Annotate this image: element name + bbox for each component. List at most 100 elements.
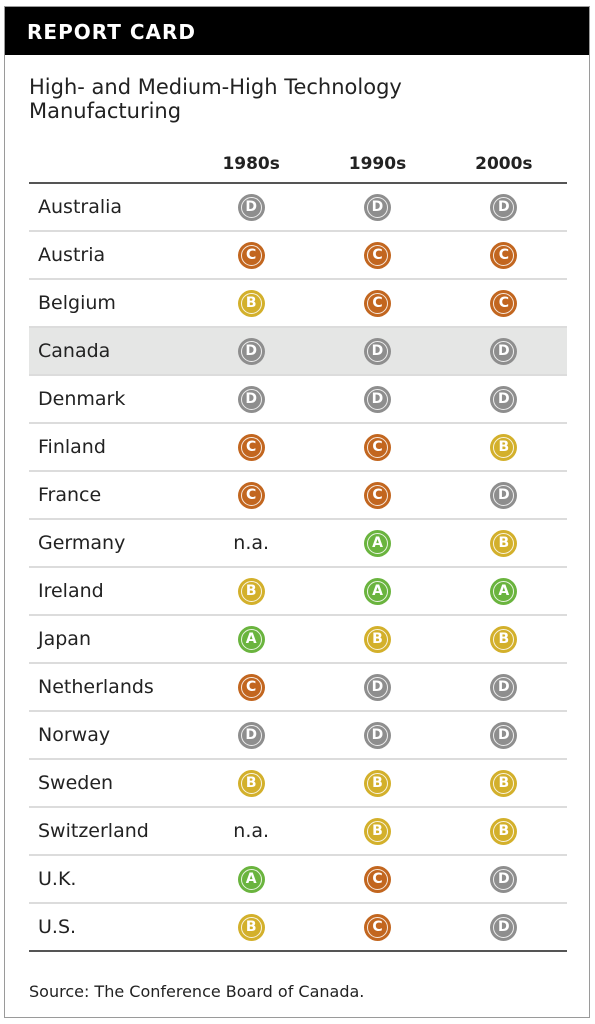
grade-badge-icon: B — [363, 625, 391, 653]
grade-badge-icon: D — [490, 193, 518, 221]
grade-letter: A — [245, 630, 257, 647]
country-name: Ireland — [29, 567, 188, 616]
grade-cell: B — [188, 759, 315, 808]
table-row: Norway D D D — [29, 711, 567, 760]
grade-cell: C — [440, 279, 567, 328]
grade-cell: B — [314, 759, 441, 808]
grade-cell: C — [188, 231, 315, 280]
grade-badge-icon: D — [363, 337, 391, 365]
grade-cell: C — [188, 663, 315, 712]
grade-cell: B — [440, 519, 567, 568]
table-row: Germany n.a. A B — [29, 519, 567, 568]
country-name: Finland — [29, 423, 188, 472]
grade-letter: B — [372, 630, 383, 647]
grade-badge-icon: B — [490, 625, 518, 653]
grade-badge-icon: B — [490, 817, 518, 845]
grade-cell: n.a. — [188, 807, 315, 856]
country-name: Norway — [29, 711, 188, 760]
grade-badge-icon: D — [490, 481, 518, 509]
grade-cell: C — [188, 423, 315, 472]
grade-cell: A — [314, 519, 441, 568]
column-header-2000s: 2000s — [440, 146, 567, 184]
country-name: Belgium — [29, 279, 188, 328]
report-title: High- and Medium-High Technology Manufac… — [29, 75, 402, 123]
table-row: Ireland B A A — [29, 567, 567, 616]
grade-badge-icon: B — [363, 769, 391, 797]
grade-badge-icon: A — [363, 577, 391, 605]
grade-letter: C — [498, 294, 509, 311]
grade-letter: B — [498, 774, 510, 791]
grade-letter: C — [246, 678, 257, 695]
country-name: Japan — [29, 615, 188, 664]
country-name: U.K. — [29, 855, 188, 904]
grade-badge-icon: B — [490, 529, 518, 557]
grade-letter: C — [372, 870, 383, 887]
grade-letter: D — [371, 726, 384, 743]
grade-cell: D — [440, 183, 567, 232]
grade-cell: B — [188, 567, 315, 616]
grade-cell: C — [188, 471, 315, 520]
grade-letter: D — [245, 726, 257, 743]
country-name: Netherlands — [29, 663, 188, 712]
grade-badge-icon: C — [237, 241, 265, 269]
grade-badge-icon: C — [490, 289, 518, 317]
grade-letter: B — [498, 534, 510, 551]
grade-badge-icon: D — [237, 721, 265, 749]
grade-cell: D — [188, 711, 315, 760]
grade-badge-icon: C — [237, 481, 265, 509]
grade-letter: B — [372, 822, 383, 839]
grade-cell: D — [314, 711, 441, 760]
grade-badge-icon: B — [237, 769, 265, 797]
grade-letter: D — [371, 198, 384, 215]
table-row: Japan A B B — [29, 615, 567, 664]
table-row: Austria C C C — [29, 231, 567, 280]
grade-badge-icon: C — [237, 433, 265, 461]
grade-badge-icon: B — [363, 817, 391, 845]
grade-cell: D — [314, 183, 441, 232]
grade-letter: D — [498, 198, 510, 215]
grade-badge-icon: D — [237, 337, 265, 365]
grade-cell: D — [440, 663, 567, 712]
grade-letter: C — [372, 918, 383, 935]
grade-letter: C — [246, 486, 257, 503]
grade-cell: C — [314, 279, 441, 328]
grade-letter: D — [245, 198, 257, 215]
grade-badge-icon: C — [363, 913, 391, 941]
table-row: Switzerland n.a. B B — [29, 807, 567, 856]
grade-cell: B — [440, 759, 567, 808]
grade-cell: C — [314, 903, 441, 952]
grade-letter: B — [245, 294, 257, 311]
grade-badge-icon: D — [490, 337, 518, 365]
grade-badge-icon: B — [490, 769, 518, 797]
grade-badge-icon: B — [237, 577, 265, 605]
grade-cell: D — [314, 327, 441, 376]
country-name: Australia — [29, 183, 188, 232]
grade-badge-icon: C — [363, 241, 391, 269]
grade-badge-icon: D — [363, 721, 391, 749]
grade-letter: C — [246, 246, 257, 263]
report-card: REPORT CARD High- and Medium-High Techno… — [4, 6, 590, 1018]
grade-letter: C — [372, 246, 383, 263]
grade-letter: D — [498, 870, 510, 887]
grade-cell: D — [188, 183, 315, 232]
grade-badge-icon: A — [237, 865, 265, 893]
grade-badge-icon: C — [363, 433, 391, 461]
grade-letter: B — [245, 774, 257, 791]
table-row: France C C D — [29, 471, 567, 520]
grade-letter: B — [498, 822, 510, 839]
grade-badge-icon: D — [490, 673, 518, 701]
grade-cell: n.a. — [188, 519, 315, 568]
grade-badge-icon: A — [490, 577, 518, 605]
table-row: Denmark D D D — [29, 375, 567, 424]
table-header-row: 1980s 1990s 2000s — [29, 146, 567, 184]
grades-table: 1980s 1990s 2000s Australia D D D Austria C C C… — [29, 146, 567, 952]
grade-cell: B — [188, 279, 315, 328]
grade-letter: A — [372, 534, 383, 551]
grade-cell: B — [440, 807, 567, 856]
table-row: U.K. A C D — [29, 855, 567, 904]
grade-badge-icon: D — [490, 865, 518, 893]
country-name: U.S. — [29, 903, 188, 952]
grade-letter: A — [245, 870, 257, 887]
table-row: Australia D D D — [29, 183, 567, 232]
grade-letter: D — [371, 342, 384, 359]
